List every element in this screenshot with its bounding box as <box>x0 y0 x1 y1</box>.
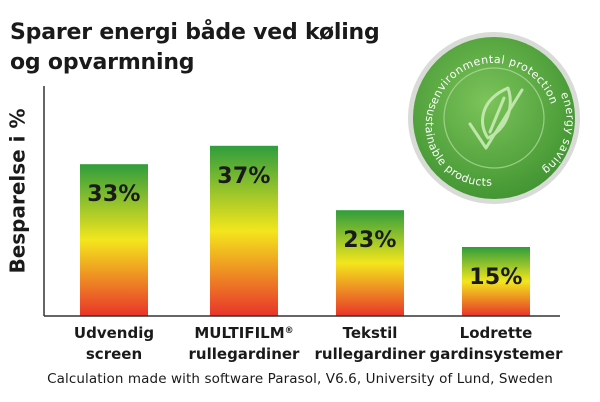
category-label-line-2: rullegardiner <box>188 345 300 363</box>
category-label-line-1: Tekstil <box>342 324 398 342</box>
bar-3 <box>336 210 404 316</box>
chart-title: Sparer energi både ved køling og opvarmn… <box>10 18 390 78</box>
category-label-line-1: Udvendig <box>73 324 155 342</box>
registered-mark: ® <box>284 326 294 336</box>
bars-group <box>80 145 530 316</box>
category-label-line-1: MULTIFILM® <box>194 324 294 342</box>
bar-value-label-4: 15% <box>469 265 523 290</box>
category-label-2: MULTIFILM® rullegardiner <box>174 323 314 365</box>
chart-title-line-1: Sparer energi både ved køling <box>10 20 380 45</box>
chart-title-line-2: og opvarmning <box>10 50 195 75</box>
bar-4 <box>462 247 530 316</box>
leaf-check-icon <box>468 86 524 150</box>
category-label-line-2: screen <box>85 345 143 363</box>
seal-disc <box>413 37 575 199</box>
category-label-line-2: gardinsystemer <box>429 345 563 363</box>
bar-value-label-3: 23% <box>343 228 397 254</box>
footnote: Calculation made with software Parasol, … <box>47 371 553 387</box>
bar-2 <box>210 145 278 316</box>
category-label-4: Lodrette gardinsystemer <box>426 323 566 365</box>
environmental-seal: environmental protection energy saving s… <box>408 32 580 204</box>
bar-1 <box>80 164 148 316</box>
category-label-3: Tekstil rullegardiner <box>300 323 440 365</box>
seal-inner-ring <box>443 67 545 169</box>
bar-value-label-2: 37% <box>217 163 271 189</box>
category-label-line-2: rullegardiner <box>314 345 426 363</box>
category-label-line-1: Lodrette <box>459 324 533 342</box>
category-label-1: Udvendig screen <box>44 323 184 365</box>
bar-value-label-1: 33% <box>87 182 141 208</box>
